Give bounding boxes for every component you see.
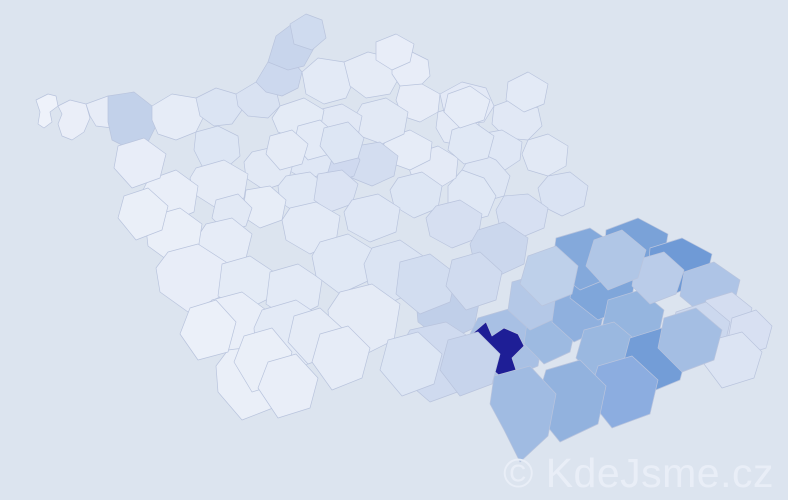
district-region[interactable]: Benešov: 15 (343, 193, 401, 243)
district-region[interactable]: Frýdlant: 10 (375, 33, 415, 71)
district-region[interactable]: Břeclav: 46 (489, 365, 557, 463)
district-region[interactable]: Tábor: 15 (311, 233, 375, 295)
district-region[interactable]: Aš: 4 (35, 93, 59, 129)
district-region[interactable]: Vrchlabí: 11 (443, 85, 491, 129)
district-region[interactable]: Šternberk: 34 (631, 251, 685, 305)
district-region[interactable]: Slaný: 12 (265, 129, 309, 171)
district-region[interactable]: Havlíčkův Brod: 20 (425, 199, 483, 249)
district-region[interactable]: Dačice: 16 (379, 331, 443, 397)
district-region[interactable]: Jihlava: 22 (395, 253, 457, 315)
district-region[interactable]: Kaplice: 9 (257, 353, 319, 419)
district-region[interactable]: Rychnov nad Kněžnou: 13 (521, 133, 569, 177)
district-region[interactable]: Česká Lípa: 12 (301, 57, 355, 105)
district-region[interactable]: Ústí nad Orlicí: 18 (537, 171, 589, 217)
district-region[interactable]: Velké Meziříčí: 24 (445, 251, 503, 311)
district-region[interactable]: Varnsdorf: 24 (289, 13, 327, 51)
district-region[interactable]: Moravský Krumlov: 28 (439, 331, 501, 397)
district-region[interactable]: Boskovice: 32 (519, 245, 579, 307)
district-region[interactable]: Šumava jih: 6 (179, 299, 237, 361)
district-region[interactable]: Kralupy: 16 (319, 121, 365, 165)
district-region[interactable]: Vsetín: 44 (657, 307, 723, 373)
watermark-kdejsme: © KdeJsme.cz (503, 450, 774, 496)
district-region[interactable]: Horšovský Týn: 8 (117, 187, 169, 241)
district-region[interactable]: Cheb: 6 (57, 99, 91, 141)
district-region[interactable]: Tachovsko: 10 (113, 137, 167, 189)
regions-layer[interactable]: Aš: 4Cheb: 6Sokolov: 8Karlovy Vary: 30Ch… (35, 13, 773, 463)
district-region[interactable]: Broumov: 12 (505, 71, 549, 113)
district-region[interactable]: Most: 18 (195, 87, 243, 127)
district-region[interactable]: Kutná Hora: 16 (389, 171, 443, 219)
district-region[interactable]: Louny: 16 (193, 125, 241, 171)
district-region[interactable]: Litovel: 38 (585, 229, 647, 291)
district-region[interactable]: Třeboň: 11 (311, 325, 371, 391)
